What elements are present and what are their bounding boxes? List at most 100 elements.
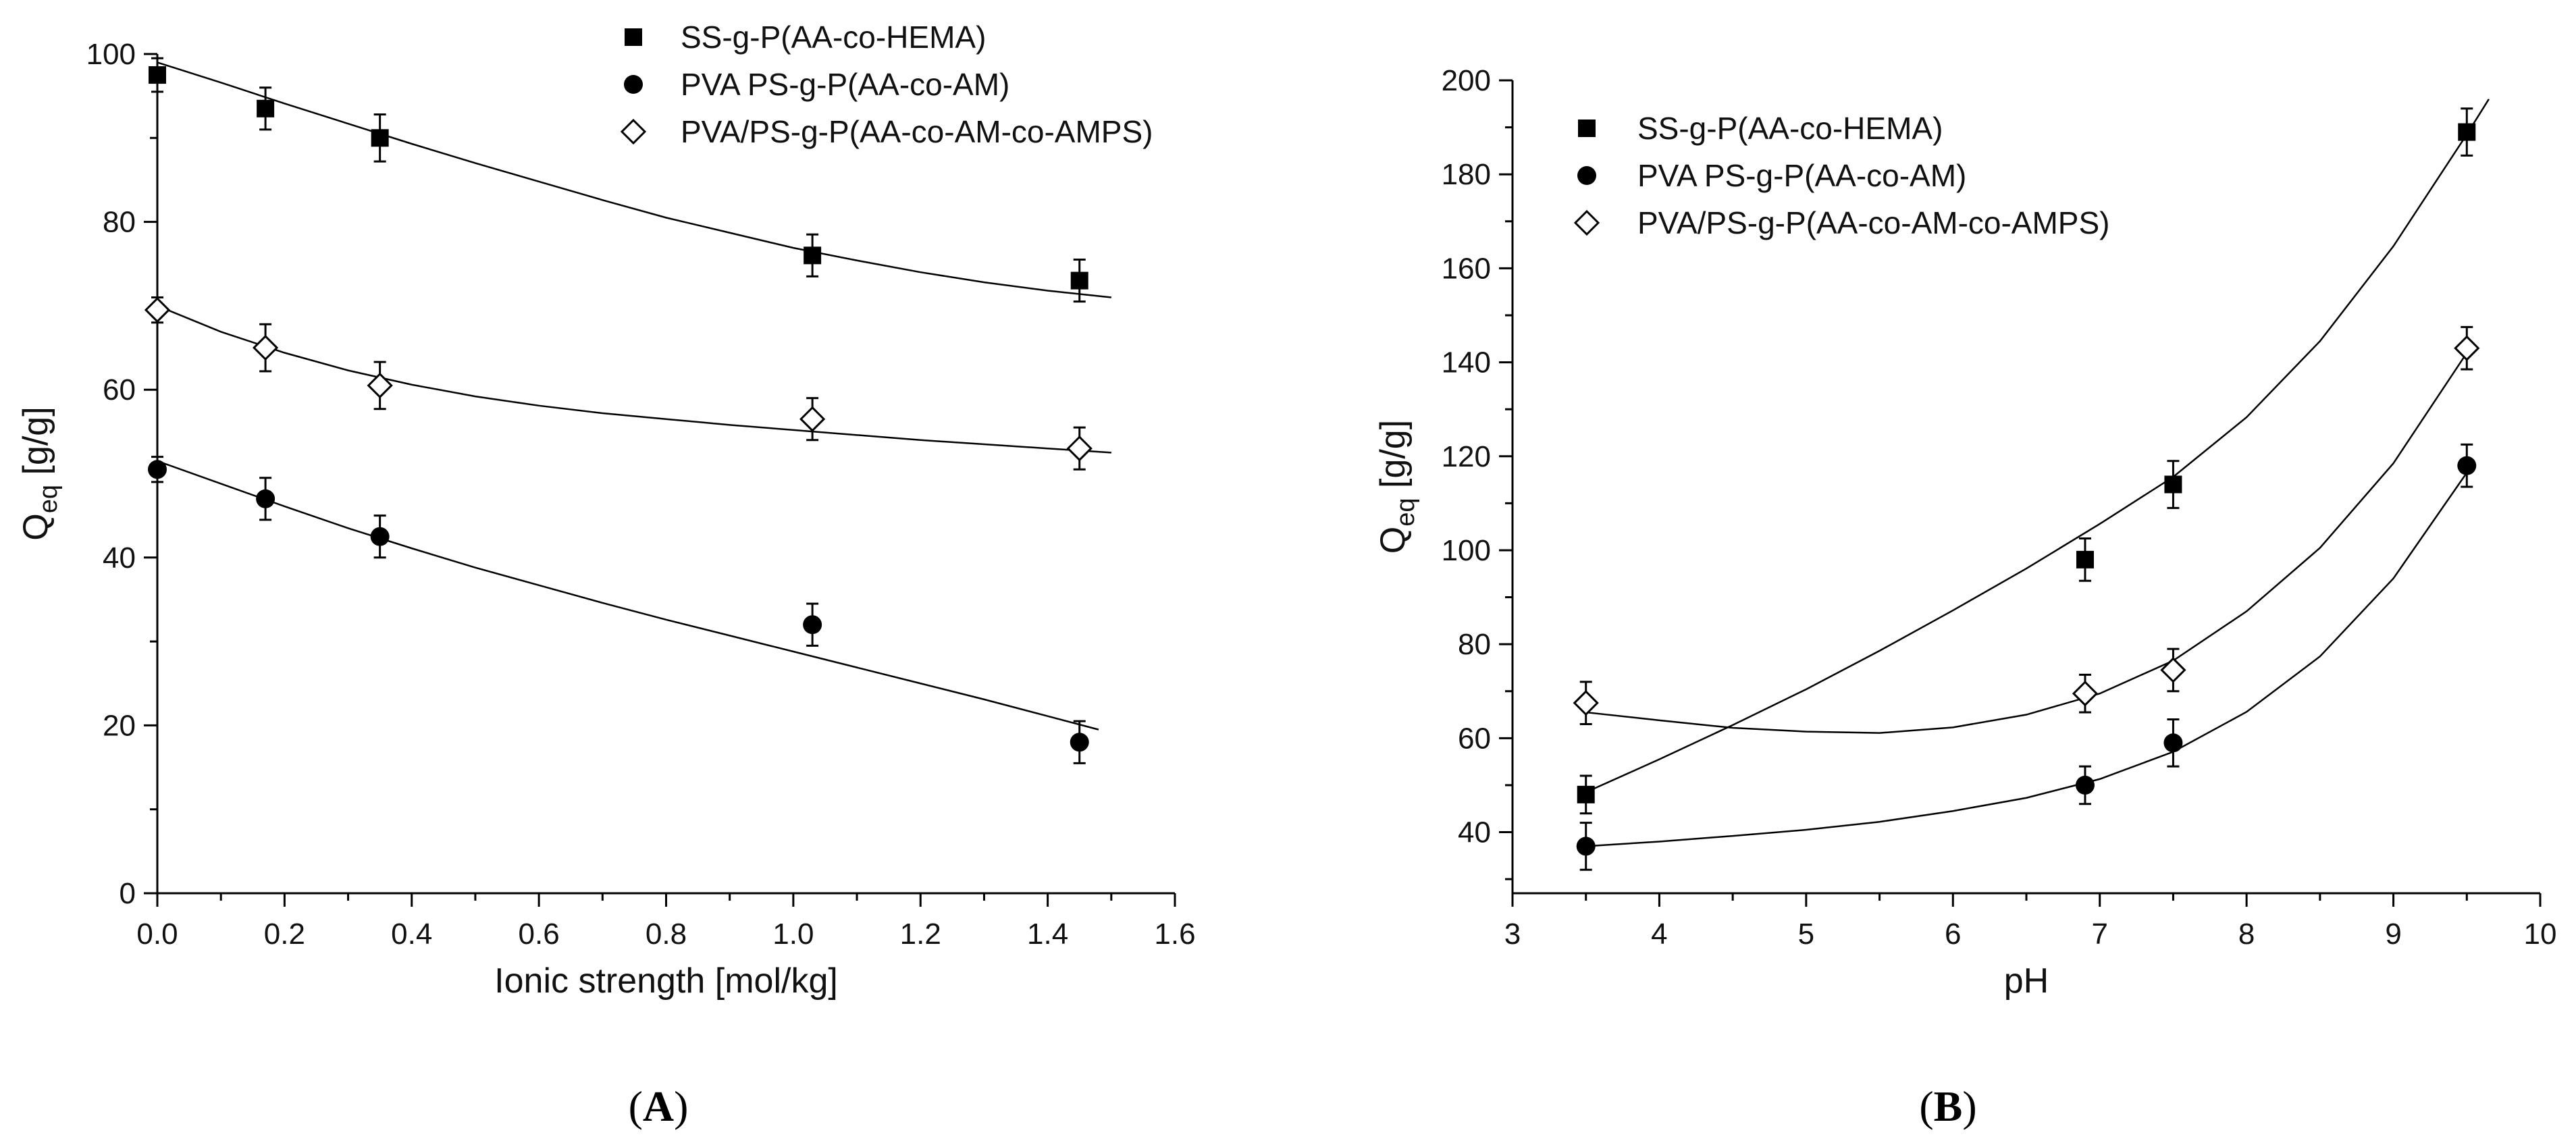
x-tick-label: 4 [1651,918,1667,951]
series-1 [1577,99,2490,815]
y-tick-label: 100 [1442,534,1491,567]
y-tick-label: 100 [86,38,136,71]
y-tick-label: 60 [103,373,136,406]
x-axis-title: Ionic strength [mol/kg] [494,961,838,1001]
x-tick-label: 0.4 [391,918,432,951]
data-point [256,489,275,508]
legend: SS-g-P(AA-co-HEMA) PVA PS-g-P(AA-co-AM) PV… [620,20,1153,149]
series-1 [149,57,1111,303]
x-axis-title: pH [2004,961,2049,1001]
data-point [367,372,393,399]
legend-marker [1578,120,1596,137]
series-3 [1573,325,2480,734]
data-point [1573,690,1599,716]
legend: SS-g-P(AA-co-HEMA) PVA PS-g-P(AA-co-AM) PV… [1573,111,2109,240]
data-point [2454,335,2480,361]
data-point [804,246,822,265]
data-point [2160,657,2186,683]
data-point [2164,475,2182,494]
data-point [1577,785,1595,803]
y-tick-label: 20 [103,709,136,742]
panel-label-letter: B [1934,1082,1963,1130]
legend-label: PVA/PS-g-P(AA-co-AM-co-AMPS) [681,114,1153,149]
y-tick-label: 0 [120,877,136,910]
fit-curve [1585,352,2468,734]
y-axis-title-subscript: eq [1392,498,1420,526]
y-axis-title: Qeq [g/g] [1373,420,1420,554]
y-axis-title-symbol: Q [1373,527,1413,554]
x-tick-label: 1.4 [1027,918,1068,951]
x-tick-label: 9 [2385,918,2401,951]
fit-curve [157,61,1111,298]
data-point [148,460,167,479]
data-point [1070,271,1088,290]
x-tick-label: 6 [1945,918,1961,951]
y-tick-label: 180 [1442,158,1491,191]
legend-label: PVA PS-g-P(AA-co-AM) [681,67,1009,102]
legend-marker [625,28,642,46]
x-tick-label: 1.0 [772,918,814,951]
data-point [2072,681,2099,707]
data-point [371,129,389,147]
data-point [803,615,822,635]
data-point [149,66,166,84]
x-tick-label: 3 [1504,918,1521,951]
data-point [144,296,171,323]
x-tick-label: 10 [2524,918,2557,951]
data-point [1070,733,1089,752]
fit-curve [157,304,1111,454]
data-point [2458,123,2476,141]
panel-a: 0.0 0.2 0.4 0.6 0.8 1.0 1.2 1.4 1.6 0 20 40 60 80 100 I… [16,20,1196,1130]
y-axis-title-units: [g/g] [16,406,55,485]
y-tick-label: 140 [1442,346,1491,379]
legend-label: PVA PS-g-P(AA-co-AM) [1637,158,1966,193]
data-point [370,527,390,546]
legend-marker [624,75,643,94]
fit-curve [157,460,1099,731]
data-point [1576,837,1596,856]
panel-b: 3 4 5 6 7 8 9 10 40 60 80 100 120 140 160 180 200 pH Qeq [… [1373,64,2556,1130]
data-point [252,334,279,361]
x-tick-label: 1.6 [1154,918,1195,951]
data-point [2163,733,2183,753]
y-tick-label: 160 [1442,252,1491,285]
data-point [1066,435,1093,462]
y-axis-title-symbol: Q [16,513,55,540]
x-tick-label: 0.2 [264,918,305,951]
y-axis-title-subscript: eq [34,485,63,513]
y-tick-label: 120 [1442,440,1491,473]
y-tick-label: 60 [1458,722,1491,755]
legend-label: PVA/PS-g-P(AA-co-AM-co-AMPS) [1637,205,2109,240]
data-point [257,99,275,117]
panel-label-letter: A [643,1082,674,1130]
x-tick-label: 0.8 [646,918,687,951]
y-axis-title: Qeq [g/g] [16,406,63,540]
data-point [2076,550,2094,568]
fit-curve [1585,472,2468,847]
y-tick-label: 80 [103,206,136,239]
panel-label: (A) [629,1082,689,1130]
data-point [799,406,826,432]
x-tick-label: 1.2 [900,918,941,951]
x-tick-label: 5 [1798,918,1814,951]
panel-label-close-paren: ) [1962,1082,1976,1130]
legend-marker [1577,166,1596,185]
legend-marker [1573,209,1600,236]
series-3 [144,296,1111,471]
x-tick-label: 0.6 [519,918,560,951]
legend-label: SS-g-P(AA-co-HEMA) [681,20,986,55]
panel-label-close-paren: ) [674,1082,688,1130]
data-point [2457,456,2477,475]
x-tick-label: 0.0 [136,918,178,951]
series-2 [148,456,1099,764]
y-tick-label: 40 [1458,816,1491,849]
y-tick-label: 40 [103,541,136,575]
x-tick-label: 8 [2238,918,2255,951]
data-point [2075,775,2095,795]
legend-label: SS-g-P(AA-co-HEMA) [1637,111,1943,146]
x-tick-label: 7 [2091,918,2107,951]
panel-label-open-paren: ( [1919,1082,1933,1130]
panel-label: (B) [1919,1082,1976,1130]
y-axis-title-units: [g/g] [1373,420,1413,498]
